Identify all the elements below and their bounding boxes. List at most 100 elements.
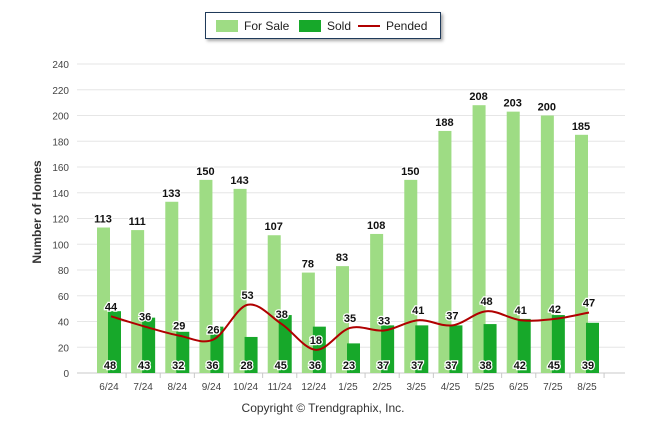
x-tick-label: 11/24 <box>268 382 293 393</box>
sold-value-label: 23 <box>343 360 355 372</box>
y-tick-label: 80 <box>58 266 70 277</box>
for-sale-bar <box>131 230 145 373</box>
y-tick-label: 240 <box>52 60 69 71</box>
for-sale-value-label: 133 <box>162 188 180 200</box>
pended-value-label: 44 <box>105 301 118 313</box>
y-tick-label: 200 <box>52 112 69 123</box>
for-sale-value-label: 203 <box>504 98 522 110</box>
sold-value-label: 45 <box>275 360 287 372</box>
sold-value-label: 37 <box>377 360 389 372</box>
pended-value-label: 47 <box>583 297 595 309</box>
for-sale-bar <box>233 188 247 373</box>
sold-value-label: 39 <box>582 360 594 372</box>
pended-value-label: 36 <box>139 312 151 324</box>
for-sale-value-label: 113 <box>94 214 112 226</box>
sold-value-label: 36 <box>206 360 218 372</box>
for-sale-bar <box>404 179 418 373</box>
legend-item-pended[interactable]: Pended <box>358 18 427 34</box>
x-tick-label: 8/25 <box>577 382 597 393</box>
x-tick-label: 6/24 <box>99 382 119 393</box>
y-tick-label: 120 <box>52 215 69 226</box>
for-sale-value-label: 150 <box>401 166 419 178</box>
legend-label-pended: Pended <box>386 19 428 33</box>
x-tick-label: 1/25 <box>338 382 358 393</box>
sold-value-label: 45 <box>548 360 560 372</box>
sold-bar <box>517 318 531 373</box>
pended-line-path <box>110 303 590 351</box>
legend-label-for-sale: For Sale <box>244 19 290 33</box>
for-sale-bar <box>540 115 554 373</box>
y-tick-labels: 0 20 40 60 80 100 120 140 160 180 200 220 240 <box>52 60 69 380</box>
x-tick-label: 3/25 <box>407 382 427 393</box>
pended-line <box>110 303 590 351</box>
y-tick-label: 220 <box>52 86 69 97</box>
for-sale-bar <box>97 227 110 373</box>
for-sale-swatch <box>216 20 238 32</box>
y-tick-label: 100 <box>52 240 69 251</box>
sold-bar <box>483 324 497 373</box>
y-tick-label: 0 <box>63 369 69 380</box>
for-sale-bar <box>438 130 452 373</box>
for-sale-bars <box>97 105 588 373</box>
y-tick-label: 160 <box>52 163 69 174</box>
x-tick-label: 7/25 <box>543 382 563 393</box>
x-tick-label: 6/25 <box>509 382 529 393</box>
sold-value-label: 48 <box>104 360 116 372</box>
y-tick-label: 60 <box>58 292 70 303</box>
for-sale-bar <box>472 105 486 373</box>
for-sale-value-label: 78 <box>302 259 314 271</box>
x-tick-label: 7/24 <box>133 382 153 393</box>
sold-bar <box>108 311 121 373</box>
x-tick-label: 5/25 <box>475 382 495 393</box>
legend-item-for-sale[interactable]: For Sale <box>216 18 289 34</box>
pended-value-label: 41 <box>412 305 424 317</box>
for-sale-value-label: 150 <box>196 166 214 178</box>
for-sale-value-label: 185 <box>572 121 590 133</box>
y-tick-label: 140 <box>52 189 69 200</box>
sold-value-label: 37 <box>445 360 457 372</box>
sold-bar <box>449 325 463 373</box>
for-sale-value-label: 83 <box>336 252 348 264</box>
copyright-text: Copyright © Trendgraphix, Inc. <box>241 401 405 415</box>
pended-value-label: 38 <box>276 309 288 321</box>
sold-bar <box>381 325 395 373</box>
legend-item-sold[interactable]: Sold <box>299 18 351 34</box>
pended-value-label: 33 <box>378 316 390 328</box>
pended-swatch <box>358 25 380 27</box>
pended-value-label: 41 <box>515 305 527 317</box>
sold-bar <box>244 336 258 373</box>
sold-value-label: 42 <box>514 360 526 372</box>
sold-value-label: 28 <box>240 360 252 372</box>
for-sale-bar <box>199 179 213 373</box>
x-tick-label: 12/24 <box>301 382 326 393</box>
for-sale-bar <box>370 233 384 373</box>
sold-bar <box>210 326 224 373</box>
for-sale-value-label: 188 <box>435 117 453 129</box>
sold-value-label: 37 <box>411 360 423 372</box>
pended-value-label: 48 <box>480 296 492 308</box>
for-sale-value-label: 111 <box>129 216 146 228</box>
y-axis-title: Number of Homes <box>30 160 44 264</box>
for-sale-bar <box>336 266 349 373</box>
x-tick-label: 2/25 <box>372 382 392 393</box>
sold-bar <box>551 315 565 373</box>
sold-bar <box>347 343 360 373</box>
sold-bars <box>108 311 599 373</box>
x-tick-label: 10/24 <box>233 382 258 393</box>
pended-value-label: 42 <box>549 304 561 316</box>
pended-value-label: 37 <box>446 310 458 322</box>
sold-bar <box>142 317 156 373</box>
y-tick-label: 40 <box>58 318 70 329</box>
x-tick-label: 8/24 <box>168 382 188 393</box>
pended-value-label: 26 <box>207 325 219 337</box>
sold-bar <box>176 331 190 373</box>
sold-bar <box>586 322 599 373</box>
for-sale-value-label: 107 <box>265 221 283 233</box>
pended-value-label: 18 <box>310 335 322 347</box>
for-sale-bar <box>165 201 179 373</box>
pended-value-label: 53 <box>241 290 253 302</box>
pended-value-label: 29 <box>173 321 185 333</box>
pended-value-label: 35 <box>344 313 356 325</box>
for-sale-value-label: 143 <box>230 175 248 187</box>
